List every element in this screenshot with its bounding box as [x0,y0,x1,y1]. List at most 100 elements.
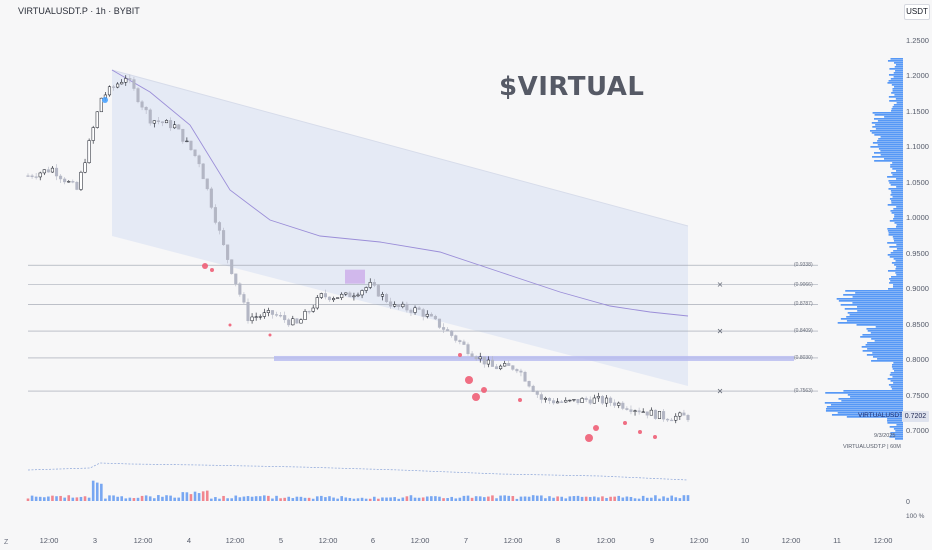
profile-bar [875,326,903,328]
volume-bar [332,497,335,501]
profile-bar [872,142,903,144]
candle-body [478,356,482,360]
volume-bar [246,496,250,501]
candle-body [270,310,274,315]
price-tick-label: 0.7000 [906,426,929,435]
candle-body [384,294,389,302]
profile-bar [871,122,903,124]
time-tick-label: 8 [555,536,561,545]
candle-body [494,366,499,370]
candle-body [368,282,372,288]
volume-bar [132,498,136,501]
regression-band [111,69,689,386]
volume-bar [26,498,30,501]
profile-bar [871,132,903,134]
profile-bar [869,130,903,132]
profile-bar [870,146,903,148]
candle-body [352,295,356,298]
candle-body [531,385,535,393]
price-tick-label: 1.2500 [906,36,929,45]
candle-body [336,297,340,299]
volume-bar [59,495,62,501]
volume-bar [222,495,225,501]
profile-bar [894,86,903,88]
candle-body [466,344,470,354]
candle-body [340,293,344,298]
profile-bar [887,418,903,420]
profile-bar [894,66,903,68]
volume-bar [165,495,168,501]
volume-bar [385,497,388,501]
candle-body [515,369,519,372]
scale-percent-label: 100 % [906,513,925,520]
candle-body [527,381,531,387]
time-tick-label: 12:00 [410,536,430,545]
profile-bar [892,168,903,170]
profile-bar [888,74,903,76]
candle-body [132,79,136,89]
candle-body [71,181,75,183]
candle-body [389,301,393,307]
price-tick-label: 1.1500 [906,106,929,116]
profile-bar [826,408,903,410]
candle-body [152,120,156,124]
candle-body [315,297,319,309]
candle-body [226,244,230,260]
volume-bar [434,496,437,501]
profile-bar [877,358,903,360]
profile-bar [891,276,903,278]
candle-body [344,292,348,295]
profile-bar [892,162,903,164]
volume-bar [372,496,376,501]
candle-body [116,83,120,88]
candle-body [376,285,380,297]
highlight-box [345,269,365,284]
profile-bar [890,166,903,168]
profile-bar [874,152,903,154]
volume-bar [377,498,380,501]
profile-bar [826,406,903,408]
profile-bar [894,214,903,216]
signal-bubble [102,97,108,103]
profile-bar [894,264,903,266]
candle-body [621,402,625,409]
profile-bar [896,178,903,180]
volume-bar [55,496,58,501]
profile-bar [872,112,903,114]
profile-bar [892,236,903,238]
volume-bar [686,495,690,501]
symbol-header: VIRTUALUSDT.P · 1h · BYBIT [18,6,140,16]
candle-body [30,175,34,177]
profile-bar [895,272,903,274]
profile-bar [875,128,903,130]
profile-bar [847,394,903,396]
volume-bar [250,496,254,501]
volume-bar [140,495,144,501]
profile-bar [888,96,903,98]
volume-bar [271,498,274,501]
volume-bar [295,496,299,501]
currency-button[interactable]: USDT [904,4,930,20]
profile-bar [889,100,903,102]
candle-body [613,402,617,406]
candle-body [63,178,67,183]
candle-body [442,327,446,330]
profile-bar [824,402,903,404]
volume-bar [352,498,356,501]
profile-bar [893,76,903,78]
profile-bar [890,252,903,254]
profile-bar [837,412,903,414]
volume-bar [401,497,405,501]
volume-bar [540,495,543,501]
candle-body [124,78,128,83]
profile-bar [874,114,903,116]
volume-bar [454,498,458,501]
volume-bar [311,498,315,501]
candle-body [75,181,79,190]
profile-bar [890,280,903,282]
candle-body [588,399,592,404]
candle-body [592,397,596,404]
volume-bar [548,496,551,501]
candle-body [662,411,666,420]
